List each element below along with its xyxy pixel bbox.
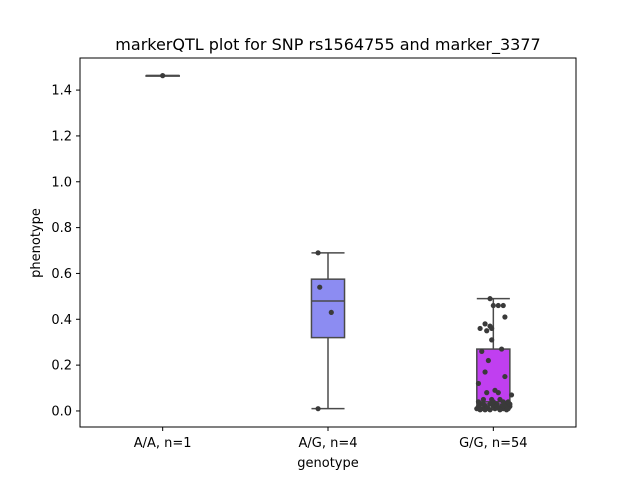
data-point xyxy=(495,390,501,396)
chart-title: markerQTL plot for SNP rs1564755 and mar… xyxy=(115,35,540,55)
y-tick-label: 0.8 xyxy=(51,221,72,236)
data-point xyxy=(508,392,515,398)
data-point xyxy=(477,325,483,332)
y-tick-label: 0.0 xyxy=(51,404,72,419)
y-tick-label: 0.6 xyxy=(51,267,72,282)
x-tick-label: G/G, n=54 xyxy=(459,436,527,451)
y-tick-label: 1.2 xyxy=(51,129,72,144)
data-point xyxy=(489,325,495,332)
y-axis-label: phenotype xyxy=(29,208,44,278)
data-point xyxy=(489,337,495,343)
y-tick-label: 1.0 xyxy=(51,175,72,190)
data-point xyxy=(499,346,505,352)
data-point xyxy=(480,396,487,403)
data-point xyxy=(477,407,483,413)
data-point xyxy=(489,396,495,403)
data-point xyxy=(487,296,493,302)
data-point xyxy=(482,369,488,375)
data-point xyxy=(500,302,506,309)
data-point xyxy=(485,357,491,364)
data-point xyxy=(475,399,482,405)
data-point xyxy=(502,373,508,380)
y-tick-label: 1.4 xyxy=(51,84,72,99)
data-point xyxy=(495,302,501,309)
data-point xyxy=(507,401,513,407)
data-point xyxy=(490,302,496,309)
x-tick-label: A/G, n=4 xyxy=(298,436,357,451)
data-point xyxy=(484,328,490,334)
data-point xyxy=(494,403,500,409)
box xyxy=(310,278,346,339)
plot-area: 0.0 0.2 0.4 0.6 0.8 1.0 1.2 1.4 A/A, n=1 A/G, n=4… xyxy=(51,73,528,451)
data-point xyxy=(479,348,485,354)
x-axis-label: genotype xyxy=(297,456,358,471)
axes-frame xyxy=(79,57,577,428)
data-point xyxy=(484,390,490,396)
data-point xyxy=(160,73,166,79)
data-point xyxy=(315,250,321,256)
data-point xyxy=(328,309,334,316)
y-tick-label: 0.2 xyxy=(51,359,72,374)
data-point xyxy=(497,407,503,413)
data-point xyxy=(500,399,506,405)
data-point xyxy=(317,284,323,290)
data-point xyxy=(475,380,482,387)
data-point xyxy=(503,407,510,413)
y-tick-label: 0.4 xyxy=(51,313,72,328)
data-point xyxy=(502,314,508,320)
data-point xyxy=(315,406,321,412)
data-point xyxy=(482,407,488,413)
data-point xyxy=(487,407,493,413)
x-tick-label: A/A, n=1 xyxy=(134,436,192,451)
data-point xyxy=(482,321,488,327)
data-point xyxy=(480,401,487,407)
